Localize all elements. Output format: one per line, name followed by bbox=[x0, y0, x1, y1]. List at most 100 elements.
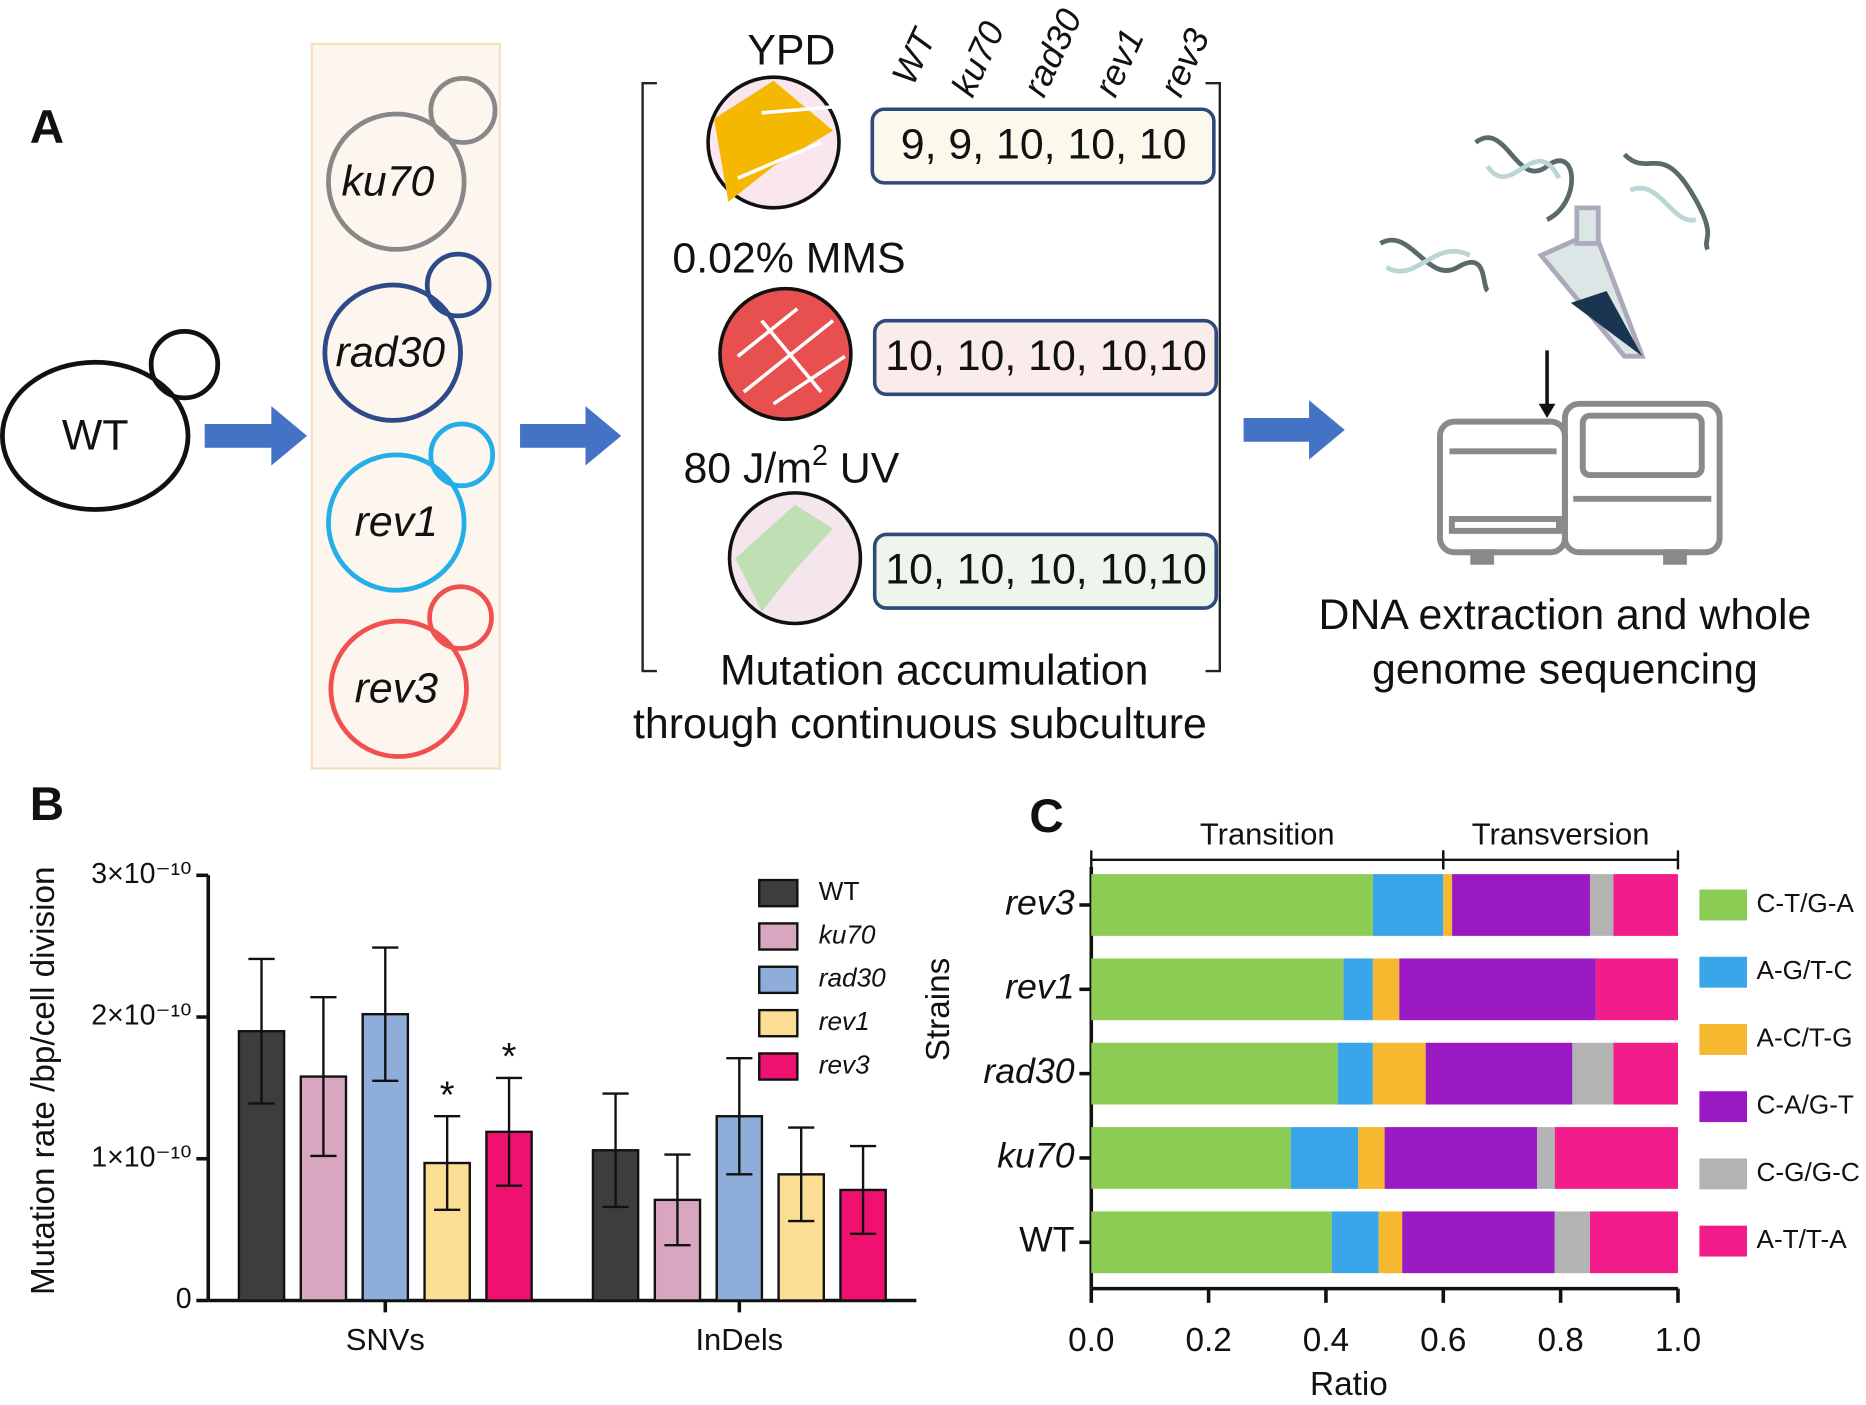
column-header: ku70 bbox=[943, 15, 1012, 102]
bracket-label: Transition bbox=[1200, 816, 1335, 851]
x-tick-label: 0.2 bbox=[1185, 1322, 1231, 1359]
legend-swatch bbox=[1699, 1225, 1747, 1257]
bar-segment bbox=[1595, 958, 1678, 1021]
panel-label: C bbox=[1029, 790, 1063, 843]
legend-swatch bbox=[758, 1008, 799, 1038]
y-tick-label: 1×10⁻¹⁰ bbox=[91, 1141, 191, 1173]
wt-cell bbox=[0, 328, 221, 512]
legend-label: rev3 bbox=[819, 1049, 870, 1079]
x-tick-label: SNVs bbox=[346, 1322, 425, 1357]
legend-label: A-G/T-C bbox=[1757, 955, 1853, 985]
column-header: WT bbox=[884, 21, 945, 90]
y-tick-label: WT bbox=[1019, 1220, 1074, 1260]
count-box bbox=[870, 107, 1216, 185]
count-text: 10, 10, 10, 10,10 bbox=[885, 546, 1206, 594]
column-header: rev3 bbox=[1152, 23, 1218, 103]
bar-segment bbox=[1554, 1127, 1678, 1189]
condition-label: 80 J/m2 UV bbox=[683, 440, 899, 493]
bar-segment bbox=[1091, 1127, 1291, 1189]
bar-segment bbox=[1337, 1042, 1373, 1105]
bar-segment bbox=[1091, 958, 1344, 1021]
bar-segment bbox=[1331, 1211, 1379, 1274]
bar-segment bbox=[1378, 1211, 1403, 1274]
count-text: 9, 9, 10, 10, 10 bbox=[901, 121, 1187, 169]
count-box bbox=[872, 532, 1219, 610]
count-box bbox=[872, 318, 1219, 397]
legend-label: C-T/G-A bbox=[1757, 888, 1855, 918]
bar-segment bbox=[1384, 1127, 1538, 1189]
dna-icons bbox=[1379, 135, 1711, 359]
x-tick-label: 0.4 bbox=[1303, 1322, 1349, 1359]
bar-segment bbox=[1399, 958, 1596, 1021]
x-tick-label: 0.8 bbox=[1537, 1322, 1583, 1359]
legend-label: C-A/G-T bbox=[1757, 1090, 1854, 1120]
bracket bbox=[1442, 850, 1680, 870]
legend-swatch bbox=[758, 922, 799, 951]
bar-segment bbox=[1537, 1127, 1555, 1189]
bar-segment bbox=[1589, 874, 1614, 936]
panel-label: A bbox=[30, 101, 64, 154]
y-tick-label: rad30 bbox=[983, 1051, 1074, 1091]
significance: * bbox=[502, 1036, 517, 1078]
error-bar bbox=[310, 996, 337, 1158]
y-axis-label: Mutation rate /bp/cell division bbox=[25, 866, 62, 1295]
y-axis-label: Strains bbox=[920, 958, 957, 1061]
legend-label: C-G/G-C bbox=[1757, 1157, 1860, 1187]
bar-segment bbox=[1372, 874, 1444, 936]
caption: DNA extraction and whole bbox=[1319, 591, 1812, 639]
legend-swatch bbox=[1699, 956, 1747, 988]
legend-swatch bbox=[758, 1052, 799, 1081]
mutant-cells bbox=[322, 76, 498, 759]
x-tick-label: 1.0 bbox=[1655, 1322, 1701, 1359]
legend-label: rev1 bbox=[819, 1006, 870, 1036]
sequencer-icon bbox=[1436, 350, 1723, 565]
condition-label: YPD bbox=[747, 27, 835, 75]
bar-segment bbox=[1613, 1042, 1678, 1105]
bracket bbox=[1090, 850, 1445, 870]
bar-segment bbox=[1091, 1042, 1338, 1105]
caption: genome sequencing bbox=[1372, 646, 1758, 694]
x-tick-label: 0.0 bbox=[1068, 1322, 1114, 1359]
y-tick-label: 2×10⁻¹⁰ bbox=[91, 1000, 191, 1032]
bar-segment bbox=[1290, 1127, 1359, 1189]
strain-label: WT bbox=[62, 412, 129, 460]
bar-segment bbox=[1343, 958, 1373, 1021]
legend-swatch bbox=[1699, 1158, 1747, 1190]
error-bar bbox=[248, 957, 275, 1105]
bar-segment bbox=[1372, 958, 1400, 1021]
plates bbox=[706, 75, 863, 626]
bar-segment bbox=[1091, 1211, 1332, 1274]
error-bar bbox=[849, 1144, 877, 1236]
x-axis-label: Ratio bbox=[1310, 1366, 1388, 1403]
legend-label: WT bbox=[819, 876, 860, 906]
label-part: UV bbox=[828, 445, 900, 493]
bar-segment bbox=[1554, 1211, 1590, 1274]
legend-swatch bbox=[758, 965, 799, 995]
y-tick-label: 0 bbox=[176, 1283, 192, 1315]
legend-swatch bbox=[1699, 1023, 1747, 1055]
y-tick-label: ku70 bbox=[997, 1135, 1075, 1175]
bar-segment bbox=[1589, 1211, 1678, 1274]
legend-swatch bbox=[1699, 1091, 1747, 1123]
legend-label: A-C/T-G bbox=[1757, 1022, 1853, 1052]
legend-label: A-T/T-A bbox=[1757, 1224, 1848, 1254]
caption: Mutation accumulation bbox=[720, 647, 1148, 695]
y-tick-label: rev3 bbox=[1005, 882, 1075, 922]
bar-segment bbox=[1372, 1042, 1426, 1105]
error-bar bbox=[372, 946, 399, 1082]
bar-segment bbox=[1572, 1042, 1614, 1105]
x-tick-label: InDels bbox=[695, 1322, 783, 1357]
arrows bbox=[204, 400, 1345, 466]
strain-label: ku70 bbox=[342, 157, 435, 205]
error-bar bbox=[788, 1126, 815, 1223]
error-bar bbox=[664, 1153, 691, 1247]
error-bar bbox=[434, 1115, 461, 1211]
y-tick-label: 3×10⁻¹⁰ bbox=[91, 858, 191, 890]
caption: through continuous subculture bbox=[633, 700, 1207, 748]
legend-label: rad30 bbox=[819, 963, 886, 993]
bar-segment bbox=[1425, 1042, 1573, 1105]
bracket-label: Transversion bbox=[1472, 816, 1650, 851]
bar-segment bbox=[1402, 1211, 1555, 1274]
panel-label: B bbox=[30, 778, 64, 831]
